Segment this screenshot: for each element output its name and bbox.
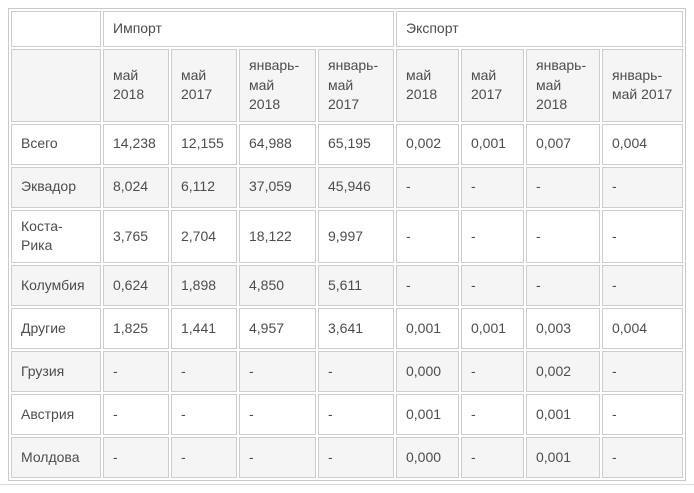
column-header-cell: январь-май 2018 [239,49,316,122]
data-cell: - [526,264,600,306]
data-cell: 12,155 [171,123,237,165]
data-cell: - [602,436,683,478]
data-cell: - [602,264,683,306]
data-cell: 18,122 [239,209,316,263]
data-cell: 0,001 [396,393,459,435]
column-group-header: Импорт [103,11,394,47]
data-cell: - [461,166,524,208]
column-header-cell: май 2017 [171,49,237,122]
data-cell: - [526,209,600,263]
data-cell: - [103,393,169,435]
data-cell: - [396,264,459,306]
data-cell: 5,611 [318,264,394,306]
table-body: Всего 14,238 12,155 64,988 65,195 0,002 0,001 0… [11,123,683,478]
column-group-header: Экспорт [396,11,683,47]
data-cell: 0,001 [526,393,600,435]
table-row: Коста-Рика 3,765 2,704 18,122 9,997- - - - [11,209,683,263]
row-label-cell: Всего [11,123,101,165]
table-row: Австрия - - - -0,001-0,001- [11,393,683,435]
data-cell: 0,004 [602,307,683,349]
column-header-cell: январь-май 2018 [526,49,600,122]
column-header-cell: январь-май 2017 [602,49,683,122]
data-cell: - [396,209,459,263]
data-cell: 0,002 [526,350,600,392]
data-cell: 0,001 [461,123,524,165]
corner-cell [11,11,101,47]
row-label-cell: Коста-Рика [11,209,101,263]
data-cell: - [171,350,237,392]
data-cell: - [171,393,237,435]
column-header-row: май 2018 май 2017 январь-май 2018 январь-ма… [11,49,683,122]
data-cell: 45,946 [318,166,394,208]
column-header-cell: май 2018 [103,49,169,122]
data-cell: 0,007 [526,123,600,165]
data-cell: 1,441 [171,307,237,349]
row-label-cell: Грузия [11,350,101,392]
data-cell: - [461,350,524,392]
data-cell: 0,001 [526,436,600,478]
data-cell: 4,957 [239,307,316,349]
data-cell: 6,112 [171,166,237,208]
column-header-cell: май 2018 [396,49,459,122]
data-cell: - [461,436,524,478]
data-cell: - [318,436,394,478]
data-cell: 1,825 [103,307,169,349]
data-cell: - [602,166,683,208]
data-cell: 65,195 [318,123,394,165]
column-group-row: Импорт Экспорт [11,11,683,47]
data-cell: 0,001 [461,307,524,349]
data-cell: 0,004 [602,123,683,165]
bottom-divider [0,483,694,485]
data-cell: 9,997 [318,209,394,263]
data-cell: 64,988 [239,123,316,165]
data-cell: - [239,350,316,392]
row-label-cell: Австрия [11,393,101,435]
data-cell: - [318,350,394,392]
data-cell: 0,001 [396,307,459,349]
column-header-cell: май 2017 [461,49,524,122]
row-label-cell: Молдова [11,436,101,478]
data-cell: 0,624 [103,264,169,306]
data-cell: - [461,209,524,263]
import-export-table: Импорт Экспорт май 2018 май 2017 январь-май… [8,8,686,481]
table-row: Всего 14,238 12,155 64,988 65,195 0,002 0,001 0… [11,123,683,165]
data-cell: 0,000 [396,350,459,392]
table-header: Импорт Экспорт май 2018 май 2017 январь-май… [11,11,683,122]
data-cell: - [602,350,683,392]
row-label-cell: Другие [11,307,101,349]
data-cell: 1,898 [171,264,237,306]
table-row: Молдова - - - -0,000-0,001- [11,436,683,478]
column-header-cell: январь-май 2017 [318,49,394,122]
data-cell: - [461,393,524,435]
data-cell: - [318,393,394,435]
data-cell: - [239,393,316,435]
data-cell: - [239,436,316,478]
data-cell: 0,000 [396,436,459,478]
data-cell: - [602,393,683,435]
data-cell: - [103,350,169,392]
data-cell: 14,238 [103,123,169,165]
data-cell: 0,002 [396,123,459,165]
table-row: Грузия - - - -0,000-0,002- [11,350,683,392]
table-row: Колумбия 0,624 1,898 4,850 5,611- - - - [11,264,683,306]
data-cell: - [602,209,683,263]
data-cell: - [461,264,524,306]
data-cell: 0,003 [526,307,600,349]
table-row: Эквадор 8,024 6,112 37,059 45,946- - - - [11,166,683,208]
row-label-cell: Колумбия [11,264,101,306]
data-cell: 3,765 [103,209,169,263]
data-cell: - [171,436,237,478]
data-cell: - [396,166,459,208]
data-cell: 4,850 [239,264,316,306]
row-label-cell: Эквадор [11,166,101,208]
data-cell: - [526,166,600,208]
data-cell: 37,059 [239,166,316,208]
table-row: Другие 1,825 1,441 4,957 3,641 0,001 0,001 0,00… [11,307,683,349]
data-cell: - [103,436,169,478]
corner-cell [11,49,101,122]
data-cell: 2,704 [171,209,237,263]
data-cell: 8,024 [103,166,169,208]
data-cell: 3,641 [318,307,394,349]
